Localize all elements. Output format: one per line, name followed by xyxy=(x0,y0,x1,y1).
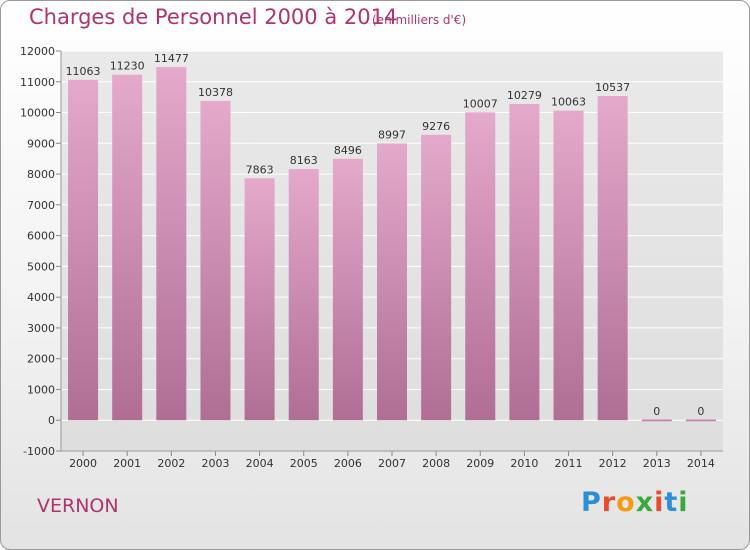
x-tick-label: 2002 xyxy=(157,457,185,470)
proxiti-logo: Proxiti xyxy=(581,487,689,518)
bar-2002 xyxy=(156,67,187,421)
logo-letter: i xyxy=(678,487,689,518)
logo-letter: r xyxy=(601,487,617,518)
bar-2013 xyxy=(641,419,672,422)
bar-2012 xyxy=(597,96,628,421)
data-label-2005: 8163 xyxy=(290,154,318,167)
y-tick-label: -1000 xyxy=(23,445,55,458)
logo-letter: i xyxy=(654,487,665,518)
x-tick-label: 2011 xyxy=(555,457,583,470)
bar-2014 xyxy=(685,419,716,422)
bar-2011 xyxy=(553,110,584,421)
data-label-2012: 10537 xyxy=(595,81,630,94)
data-label-2001: 11230 xyxy=(110,60,145,73)
y-tick-label: 1000 xyxy=(27,383,55,396)
data-label-2009: 10007 xyxy=(463,97,498,110)
bar-2000 xyxy=(68,79,99,421)
y-tick-label: 3000 xyxy=(27,322,55,335)
bar-2005 xyxy=(288,169,319,421)
x-tick-label: 2009 xyxy=(466,457,494,470)
bars: 11063 11230 11477 10378 7863 8163 8496 8997 9276… xyxy=(66,52,716,422)
x-tick-label: 2010 xyxy=(510,457,538,470)
x-tick-label: 2012 xyxy=(599,457,627,470)
y-tick-label: 5000 xyxy=(27,260,55,273)
x-tick-label: 2004 xyxy=(246,457,274,470)
data-label-2003: 10378 xyxy=(198,86,233,99)
bar-2008 xyxy=(421,134,452,421)
data-label-2004: 7863 xyxy=(246,163,274,176)
bar-2001 xyxy=(112,74,143,421)
x-tick-label: 2014 xyxy=(687,457,715,470)
bar-2003 xyxy=(200,100,231,421)
chart-title: Charges de Personnel 2000 à 2014 xyxy=(29,5,398,29)
city-name: VERNON xyxy=(37,495,119,517)
logo-letter: x xyxy=(635,487,655,518)
bar-2007 xyxy=(377,143,407,421)
y-tick-label: 7000 xyxy=(27,199,55,212)
data-label-2014: 0 xyxy=(697,405,704,418)
data-label-2006: 8496 xyxy=(334,144,362,157)
y-tick-label: 6000 xyxy=(27,230,55,243)
bar-2004 xyxy=(244,178,275,421)
y-tick-label: 12000 xyxy=(20,45,55,58)
x-axis-ticks: 2000 2001 2002 2003 2004 2005 2006 2007 2008 2009… xyxy=(60,51,723,470)
data-label-2013: 0 xyxy=(653,405,660,418)
bar-2006 xyxy=(332,158,363,421)
x-tick-label: 2005 xyxy=(290,457,318,470)
chart-subtitle: (en milliers d'€) xyxy=(372,13,467,27)
x-tick-label: 2006 xyxy=(334,457,362,470)
y-tick-label: 9000 xyxy=(27,137,55,150)
logo-letter: P xyxy=(581,487,602,518)
data-label-2007: 8997 xyxy=(378,128,406,141)
logo-letter: o xyxy=(616,487,636,518)
x-tick-label: 2008 xyxy=(422,457,450,470)
data-label-2000: 11063 xyxy=(66,65,101,78)
data-label-2010: 10279 xyxy=(507,89,542,102)
y-tick-label: 2000 xyxy=(27,353,55,366)
logo-letter: t xyxy=(664,487,679,518)
x-tick-label: 2003 xyxy=(201,457,229,470)
y-tick-label: 10000 xyxy=(20,107,55,120)
x-tick-label: 2013 xyxy=(643,457,671,470)
x-tick-label: 2007 xyxy=(378,457,406,470)
bar-2009 xyxy=(465,112,496,421)
y-axis-ticks: -1000 0 1000 2000 3000 4000 5000 6000 7000 8000 90… xyxy=(20,45,61,458)
data-label-2011: 10063 xyxy=(551,96,586,109)
bar-2010 xyxy=(509,103,540,421)
data-label-2008: 9276 xyxy=(422,120,450,133)
y-tick-label: 11000 xyxy=(20,76,55,89)
x-tick-label: 2000 xyxy=(69,457,97,470)
y-tick-label: 0 xyxy=(48,414,55,427)
y-tick-label: 4000 xyxy=(27,291,55,304)
data-label-2002: 11477 xyxy=(154,52,189,65)
x-tick-label: 2001 xyxy=(113,457,141,470)
y-tick-label: 8000 xyxy=(27,168,55,181)
